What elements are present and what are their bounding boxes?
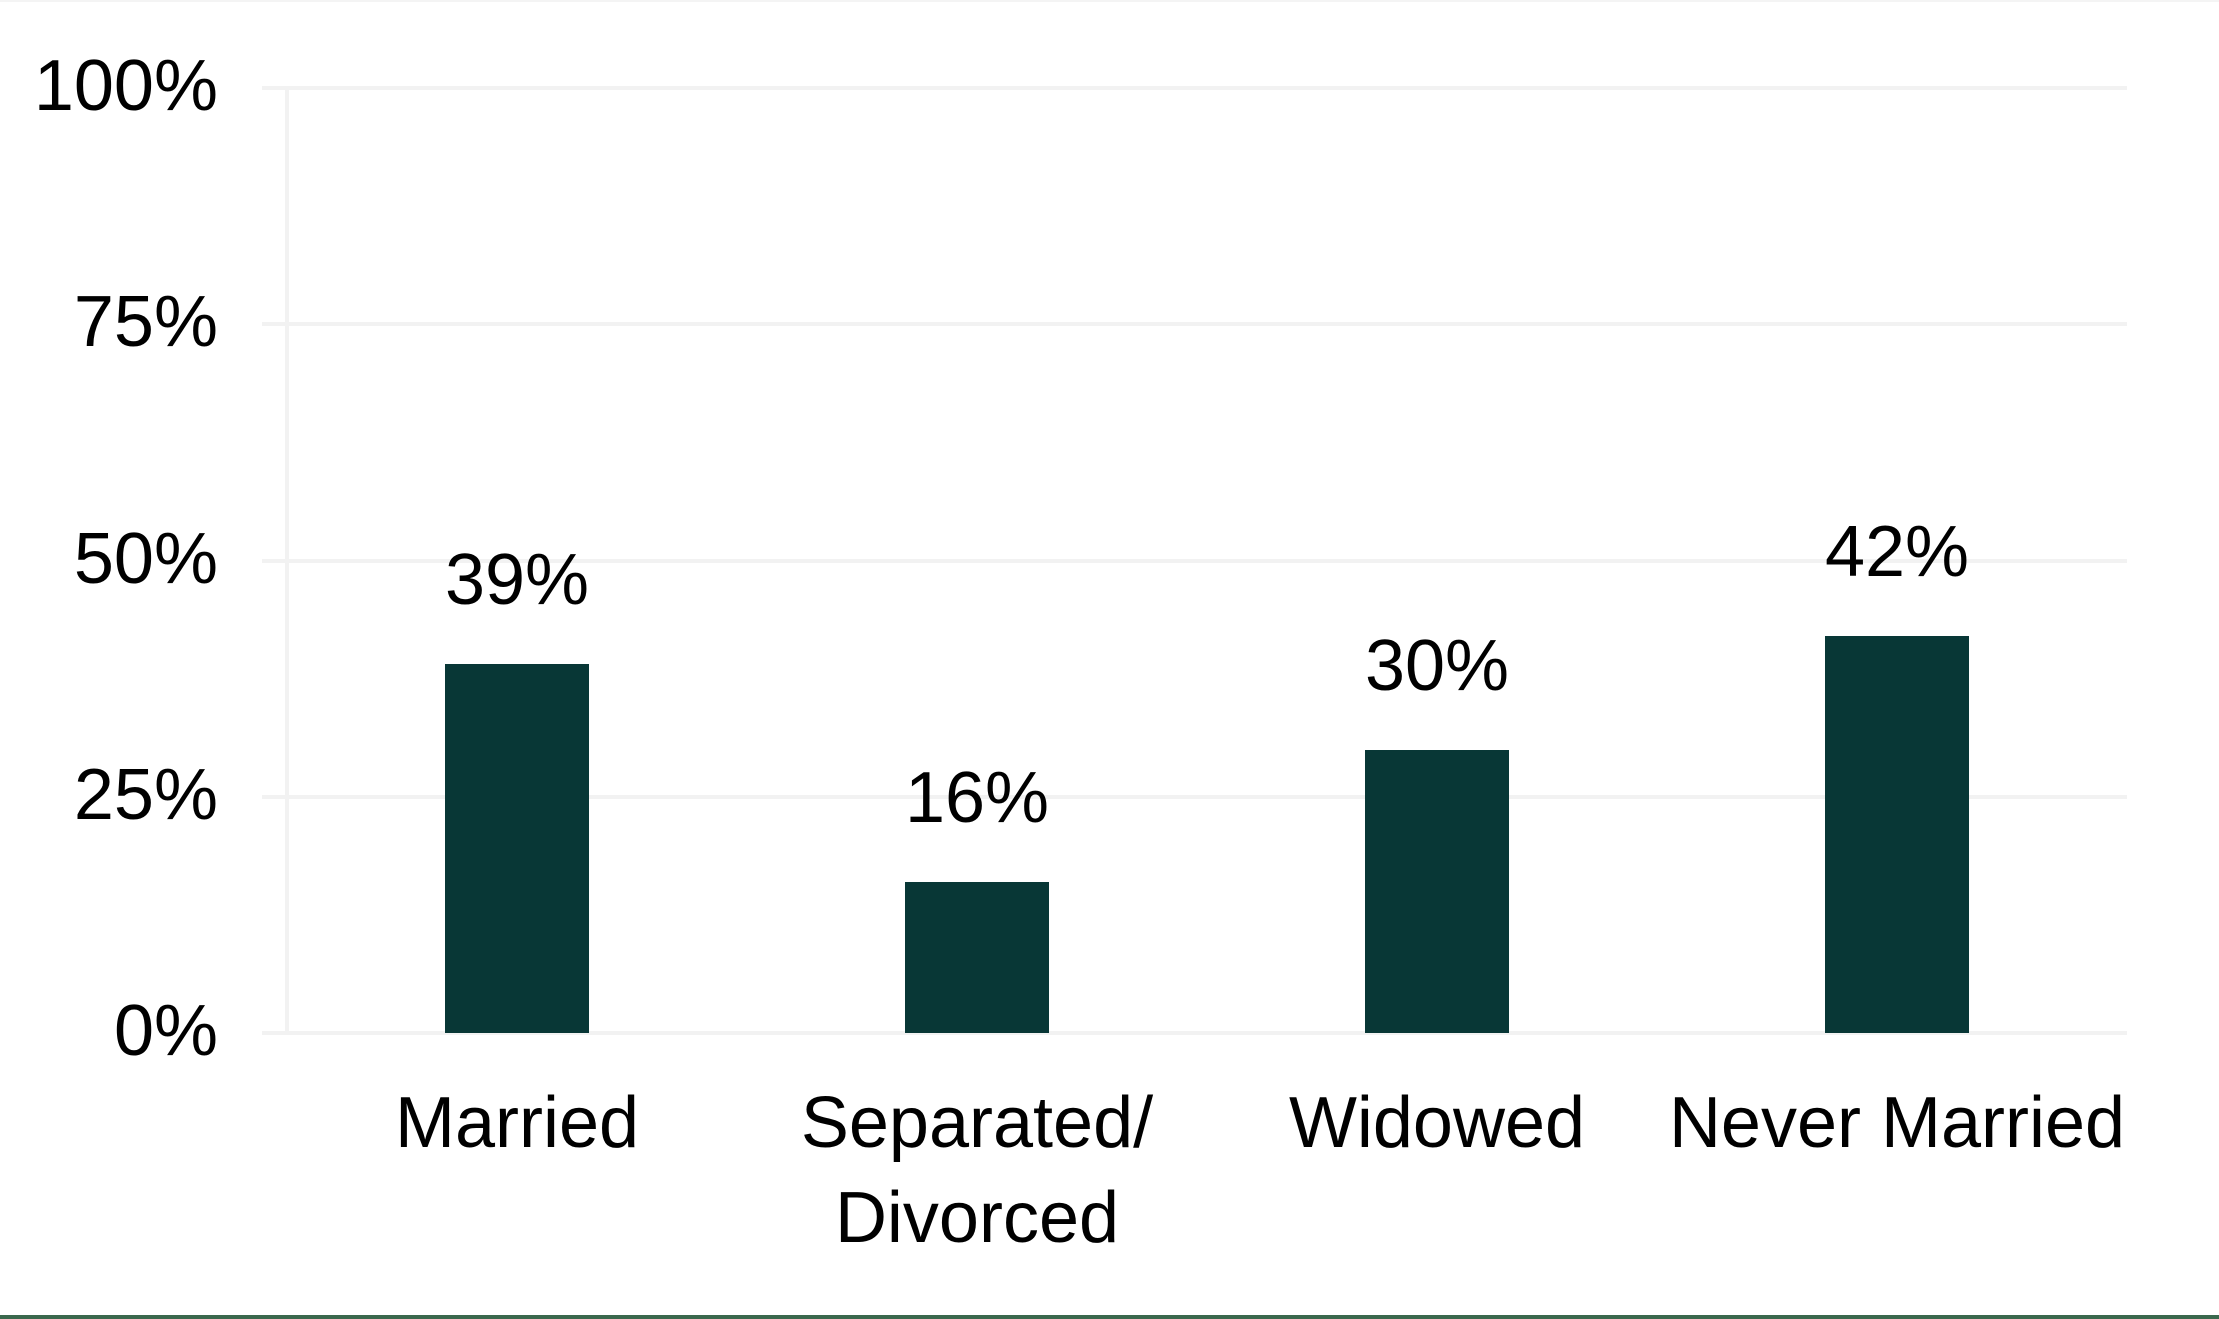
y-tick-label-100: 100% (33, 46, 218, 126)
bottom-border-line (0, 1315, 2219, 1319)
x-axis-label-3: Never Married (1668, 1083, 2126, 1163)
top-border-line (0, 0, 2219, 2)
gridline-50 (262, 558, 2127, 563)
x-axis-label-0: Married (394, 1083, 640, 1163)
y-tick-label-0: 0% (113, 991, 218, 1071)
gridline-0 (262, 1031, 2127, 1035)
y-tick-label-25: 25% (73, 754, 218, 835)
bar-value-label-1: 16% (904, 757, 1050, 838)
bar-1 (905, 881, 1049, 1033)
gridline-25 (262, 794, 2127, 799)
bar-0 (445, 664, 589, 1033)
bar-value-label-3: 42% (1824, 512, 1970, 593)
y-axis-line (285, 88, 289, 1033)
plot-area: 39% 16% 30% 42% (262, 86, 2127, 1035)
bar-3 (1825, 636, 1969, 1033)
bar-value-label-2: 30% (1364, 625, 1510, 706)
gridline-100 (262, 86, 2127, 90)
x-axis-label-2: Widowed (1288, 1083, 1586, 1163)
y-tick-label-50: 50% (73, 518, 218, 599)
x-axis-label-1: Separated/ Divorced (800, 1083, 1154, 1258)
gridline-75 (262, 322, 2127, 327)
bar-2 (1365, 749, 1509, 1033)
bar-value-label-0: 39% (444, 540, 590, 621)
y-tick-label-75: 75% (73, 282, 218, 363)
